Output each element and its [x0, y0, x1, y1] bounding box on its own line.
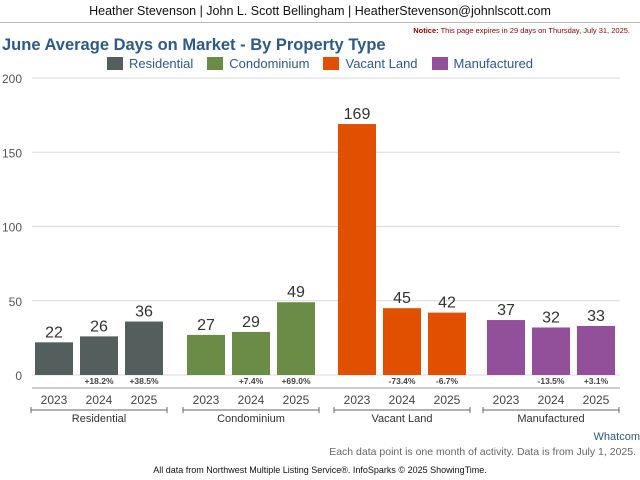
bar-manufactured-2024 [532, 327, 570, 375]
group-label: Manufactured [517, 413, 584, 425]
data-label: 22 [45, 324, 63, 341]
x-tick-label: 2025 [283, 393, 310, 407]
y-tick-label: 50 [9, 295, 23, 309]
data-source: All data from Northwest Multiple Listing… [153, 465, 487, 475]
data-label: 26 [90, 318, 108, 335]
expiry-notice: Notice: This page expires in 29 days on … [413, 26, 630, 35]
chart-legend: Residential Condominium Vacant Land Manufac… [0, 56, 640, 71]
header-contact-bar: Heather Stevenson | John L. Scott Bellin… [0, 0, 640, 23]
group-label: Residential [72, 413, 126, 425]
data-label: 29 [242, 314, 260, 331]
x-tick-label: 2025 [434, 393, 461, 407]
legend-label: Residential [128, 56, 194, 71]
x-tick-label: 2024 [86, 393, 113, 407]
legend-item-1[interactable]: Condominium [207, 56, 309, 71]
y-tick-label: 200 [2, 72, 22, 86]
data-label: 33 [587, 308, 605, 325]
bar-manufactured-2025 [577, 325, 615, 375]
legend-swatch [323, 57, 340, 70]
legend-swatch [207, 57, 224, 70]
x-tick-label: 2023 [344, 393, 371, 407]
data-label: 27 [197, 317, 215, 334]
brand-label: Whatcom [593, 431, 640, 443]
bar-residential-2024 [80, 336, 118, 375]
bar-condominium-2023 [187, 334, 225, 375]
data-label: 32 [542, 309, 560, 326]
legend-label: Vacant Land [345, 56, 418, 71]
y-tick-label: 0 [15, 369, 22, 383]
x-tick-label: 2025 [583, 393, 610, 407]
data-label: 36 [135, 304, 153, 321]
legend-swatch [431, 57, 448, 70]
notice-label: Notice: [413, 26, 439, 35]
bar-vacant-land-2025 [428, 312, 466, 375]
bar-chart: 0 50 100 150 200 22 2023 26 +18.2% 2024 36 +38.5% 20… [2, 72, 620, 425]
change-label: -73.4% [389, 376, 416, 386]
group-label: Condominium [217, 413, 285, 425]
change-label: +3.1% [584, 376, 609, 386]
notice-text: This page expires in 29 days on Thursday… [440, 26, 630, 35]
x-tick-label: 2024 [538, 393, 565, 407]
legend-label: Condominium [229, 56, 310, 71]
change-label: +18.2% [84, 376, 114, 386]
chart-title: June Average Days on Market - By Propert… [2, 36, 386, 54]
change-label: +38.5% [129, 376, 159, 386]
data-label: 42 [438, 295, 456, 312]
legend-swatch [106, 57, 123, 70]
bar-vacant-land-2023 [338, 124, 376, 375]
legend-item-2[interactable]: Vacant Land [323, 56, 418, 71]
x-tick-label: 2024 [389, 393, 416, 407]
change-label: +7.4% [239, 376, 264, 386]
data-label: 37 [497, 302, 515, 319]
y-tick-label: 150 [2, 146, 22, 160]
x-tick-label: 2024 [238, 393, 265, 407]
header-contact-text: Heather Stevenson | John L. Scott Bellin… [89, 4, 551, 18]
group-label: Vacant Land [372, 413, 433, 425]
data-label: 169 [344, 106, 371, 123]
change-label: +69.0% [281, 376, 311, 386]
bar-condominium-2024 [232, 331, 270, 375]
legend-item-0[interactable]: Residential [106, 56, 194, 71]
legend-label: Manufactured [453, 56, 534, 71]
bar-vacant-land-2024 [383, 308, 421, 375]
x-tick-label: 2023 [193, 393, 220, 407]
bar-residential-2025 [125, 321, 163, 375]
x-tick-label: 2023 [41, 393, 68, 407]
bar-condominium-2025 [277, 302, 315, 375]
bar-manufactured-2023 [487, 320, 525, 375]
data-label: 49 [287, 284, 305, 301]
change-label: -6.7% [436, 376, 459, 386]
x-tick-label: 2025 [131, 393, 158, 407]
data-footnote: Each data point is one month of activity… [329, 446, 636, 458]
legend-item-3[interactable]: Manufactured [431, 56, 534, 71]
x-tick-label: 2023 [493, 393, 520, 407]
data-label: 45 [393, 290, 411, 307]
change-label: -13.5% [538, 376, 565, 386]
bar-residential-2023 [35, 342, 73, 375]
y-tick-label: 100 [2, 221, 22, 235]
